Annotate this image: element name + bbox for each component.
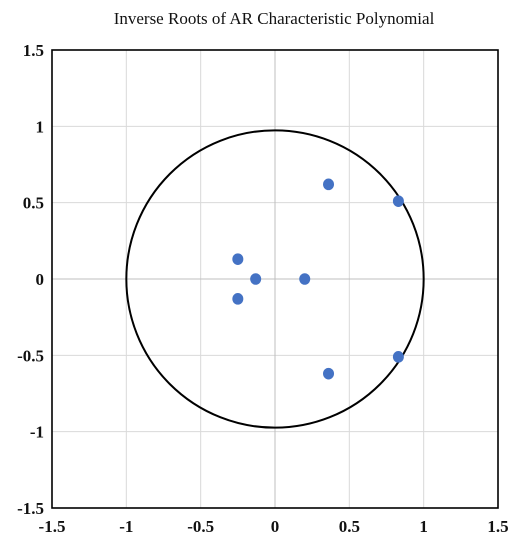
chart-title: Inverse Roots of AR Characteristic Polyn… xyxy=(114,9,435,28)
root-point xyxy=(323,178,335,191)
x-tick-label: -1.5 xyxy=(39,517,66,536)
x-tick-label: -1 xyxy=(119,517,133,536)
y-tick-label: -1.5 xyxy=(17,499,44,518)
root-point xyxy=(299,273,311,285)
x-tick-label: 0.5 xyxy=(339,517,360,536)
y-tick-label: 0.5 xyxy=(23,194,44,213)
plot-frame xyxy=(51,49,499,509)
y-axis-tick-labels: -1.5 -1 -0.5 0 0.5 1 1.5 xyxy=(17,41,44,518)
root-point xyxy=(392,195,404,207)
x-axis-tick-labels: -1.5 -1 -0.5 0 0.5 1 1.5 xyxy=(39,517,509,536)
root-point xyxy=(323,367,335,380)
root-point xyxy=(232,293,244,305)
root-points xyxy=(232,178,404,380)
y-tick-label: 1 xyxy=(36,117,45,136)
root-point xyxy=(392,351,404,363)
y-tick-label: -0.5 xyxy=(17,346,44,365)
y-tick-label: 0 xyxy=(36,270,45,289)
root-point xyxy=(232,253,244,265)
x-tick-label: -0.5 xyxy=(187,517,214,536)
y-tick-label: 1.5 xyxy=(23,41,44,60)
x-tick-label: 1.5 xyxy=(487,517,508,536)
root-point xyxy=(250,273,262,285)
unit-circle xyxy=(125,129,425,429)
x-tick-label: 0 xyxy=(271,517,280,536)
zero-axes xyxy=(52,50,498,508)
x-tick-label: 1 xyxy=(419,517,428,536)
y-tick-label: -1 xyxy=(30,423,44,442)
